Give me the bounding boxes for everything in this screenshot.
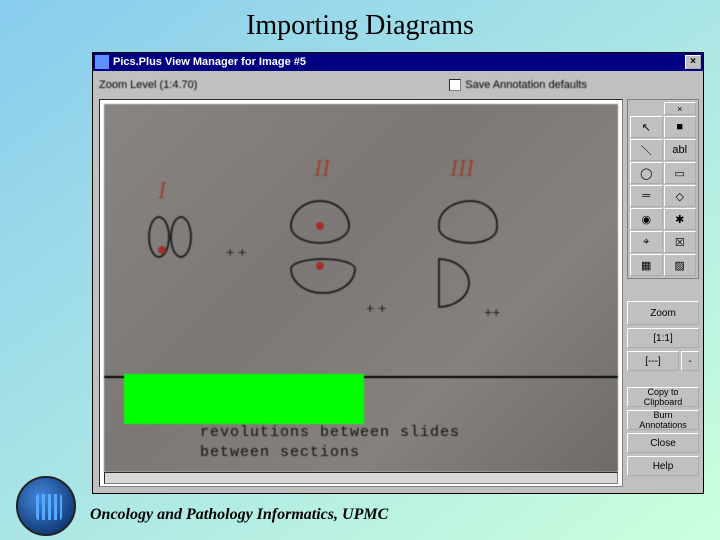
zoom-button[interactable]: Zoom	[627, 301, 699, 325]
annotation-tool-palette: × ↖ ■ ＼ abl ◯ ▭ ═ ◇ ◉ ✱ ⌖ ☒ ▦ ▨	[627, 99, 699, 279]
diagram-sketch-1	[148, 212, 204, 264]
save-defaults-label: Save Annotation defaults	[465, 79, 587, 91]
save-defaults-control[interactable]: Save Annotation defaults	[449, 79, 587, 91]
fill-rect-tool-button[interactable]: ■	[664, 116, 697, 138]
roman-2: II	[314, 156, 330, 183]
copy-clipboard-button[interactable]: Copy to Clipboard	[627, 387, 699, 407]
side-panel: × ↖ ■ ＼ abl ◯ ▭ ═ ◇ ◉ ✱ ⌖ ☒ ▦ ▨ Zoom [1:…	[627, 99, 699, 487]
circle-fill-tool-button[interactable]: ◉	[630, 208, 663, 230]
doc-line-2: between sections	[200, 444, 360, 461]
text-tool-button[interactable]: abl	[664, 139, 697, 161]
scanned-document[interactable]: I II III	[104, 104, 618, 472]
pattern2-tool-button[interactable]: ▨	[664, 254, 697, 276]
diagram-sketch-2	[290, 200, 346, 252]
footer-logo-icon	[16, 476, 76, 536]
line-tool-button[interactable]: ＼	[630, 139, 663, 161]
window-titlebar: Pics.Plus View Manager for Image #5 ×	[93, 53, 703, 71]
diagram-sketch-4	[438, 200, 494, 252]
toolbar: Zoom Level (1:4.70) Save Annotation defa…	[93, 71, 703, 99]
ellipse-tool-button[interactable]: ◯	[630, 162, 663, 184]
target-tool-button[interactable]: ⌖	[630, 231, 663, 253]
close-icon[interactable]: ×	[685, 55, 701, 69]
window-title: Pics.Plus View Manager for Image #5	[113, 56, 685, 68]
close-button[interactable]: Close	[627, 433, 699, 453]
palette-close-icon[interactable]: ×	[664, 102, 697, 115]
doc-line-1: revolutions between slides	[200, 424, 460, 441]
app-window: Pics.Plus View Manager for Image #5 × Zo…	[92, 52, 704, 494]
tick-marks-1: + +	[226, 244, 246, 260]
ratio-1to1-button[interactable]: [1:1]	[627, 328, 699, 348]
pointer-tool-button[interactable]: ↖	[630, 116, 663, 138]
app-icon	[95, 55, 109, 69]
horizontal-scrollbar[interactable]	[104, 472, 618, 484]
roman-3: III	[450, 156, 474, 183]
footer-text: Oncology and Pathology Informatics, UPMC	[90, 506, 388, 524]
slide-title: Importing Diagrams	[0, 0, 720, 42]
green-highlight-annotation[interactable]	[124, 374, 364, 424]
pattern1-tool-button[interactable]: ▦	[630, 254, 663, 276]
checkbox-icon[interactable]	[449, 79, 461, 91]
diagram-sketch-5	[438, 258, 494, 310]
double-line-tool-button[interactable]: ═	[630, 185, 663, 207]
zoom-level-label: Zoom Level (1:4.70)	[99, 79, 197, 91]
ratio-fit-button[interactable]: [---]	[627, 351, 679, 371]
diagram-sketch-3	[290, 258, 360, 310]
delete-tool-button[interactable]: ☒	[664, 231, 697, 253]
burn-annotations-button[interactable]: Burn Annotations	[627, 410, 699, 430]
polygon-tool-button[interactable]: ◇	[664, 185, 697, 207]
tick-marks-2: + +	[366, 300, 386, 316]
ratio-minus-button[interactable]: -	[681, 351, 699, 371]
star-tool-button[interactable]: ✱	[664, 208, 697, 230]
tick-marks-3: ++	[484, 304, 500, 320]
help-button[interactable]: Help	[627, 456, 699, 476]
roman-1: I	[158, 178, 166, 205]
image-viewport: I II III	[99, 99, 623, 487]
rect-tool-button[interactable]: ▭	[664, 162, 697, 184]
